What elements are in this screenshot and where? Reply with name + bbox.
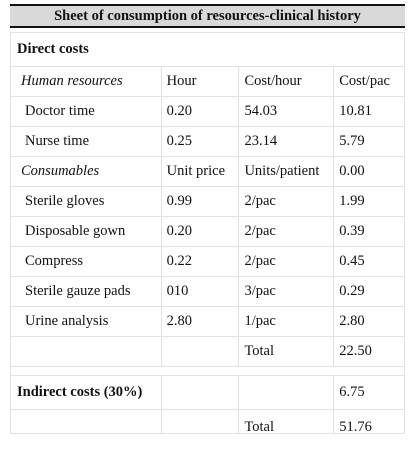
consumables-header-row: Consumables Unit price Units/patient 0.0…	[10, 156, 405, 187]
row-name: Urine analysis	[10, 306, 162, 337]
row-unit-price: 0.20	[160, 216, 240, 247]
column-header-cost-pac: Cost/pac	[333, 66, 405, 97]
grand-total-label: Total	[244, 419, 275, 435]
table-row: Sterile gauze pads 010 3/pac 0.29	[10, 276, 405, 307]
table-title: Sheet of consumption of resources-clinic…	[10, 4, 405, 28]
row-unit-price: 010	[160, 276, 240, 307]
table-row: Sterile gloves 0.99 2/pac 1.99	[10, 186, 405, 217]
row-name: Disposable gown	[10, 216, 162, 247]
resources-table: Direct costs Human resources Hour Cost/h…	[10, 32, 405, 435]
row-hour: 0.20	[160, 96, 240, 127]
table-row: Disposable gown 0.20 2/pac 0.39	[10, 216, 405, 247]
empty-cell	[160, 375, 240, 410]
table-row: Doctor time 0.20 54.03 10.81	[10, 96, 405, 127]
consumables-header-value: 0.00	[333, 156, 405, 187]
table-title-text: Sheet of consumption of resources-clinic…	[54, 7, 361, 24]
direct-costs-label: Direct costs	[10, 32, 405, 67]
grand-total-value-cell: 51.76	[333, 409, 405, 435]
grand-total-value: 51.76	[339, 419, 372, 435]
direct-costs-row: Direct costs	[10, 32, 405, 67]
grand-total-label-cell: Total	[238, 409, 335, 435]
column-header-hour: Hour	[160, 66, 240, 97]
direct-total-value: 22.50	[333, 336, 405, 367]
row-cost: 0.45	[333, 246, 405, 277]
column-header-cost-hour: Cost/hour	[238, 66, 335, 97]
row-name: Sterile gauze pads	[10, 276, 162, 307]
empty-cell	[10, 409, 162, 434]
grand-total-row: Total 51.76	[10, 409, 405, 435]
empty-cell	[160, 336, 240, 367]
row-cost-hour: 54.03	[238, 96, 335, 127]
row-name: Nurse time	[10, 126, 162, 157]
row-units: 2/pac	[238, 246, 335, 277]
row-cost: 1.99	[333, 186, 405, 217]
row-hour: 0.25	[160, 126, 240, 157]
row-units: 2/pac	[238, 186, 335, 217]
row-unit-price: 0.99	[160, 186, 240, 217]
row-name: Compress	[10, 246, 162, 277]
human-resources-label: Human resources	[10, 66, 162, 97]
table-row: Compress 0.22 2/pac 0.45	[10, 246, 405, 277]
row-units: 2/pac	[238, 216, 335, 247]
empty-cell	[10, 366, 405, 376]
row-cost: 0.29	[333, 276, 405, 307]
row-cost-pac: 10.81	[333, 96, 405, 127]
direct-total-label: Total	[238, 336, 335, 367]
empty-cell	[238, 375, 335, 410]
spacer-row	[10, 366, 405, 376]
row-name: Sterile gloves	[10, 186, 162, 217]
row-units: 3/pac	[238, 276, 335, 307]
row-units: 1/pac	[238, 306, 335, 337]
table-row: Urine analysis 2.80 1/pac 2.80	[10, 306, 405, 337]
empty-cell	[160, 409, 240, 434]
human-resources-header-row: Human resources Hour Cost/hour Cost/pac	[10, 66, 405, 97]
row-name: Doctor time	[10, 96, 162, 127]
row-cost: 2.80	[333, 306, 405, 337]
column-header-unit-price: Unit price	[160, 156, 240, 187]
row-cost-hour: 23.14	[238, 126, 335, 157]
indirect-costs-value: 6.75	[333, 375, 405, 410]
row-unit-price: 2.80	[160, 306, 240, 337]
direct-total-row: Total 22.50	[10, 336, 405, 367]
column-header-units-patient: Units/patient	[238, 156, 335, 187]
table-row: Nurse time 0.25 23.14 5.79	[10, 126, 405, 157]
row-cost: 0.39	[333, 216, 405, 247]
indirect-costs-label: Indirect costs (30%)	[10, 375, 162, 410]
empty-cell	[10, 336, 162, 367]
indirect-costs-row: Indirect costs (30%) 6.75	[10, 375, 405, 410]
consumables-label: Consumables	[10, 156, 162, 187]
row-cost-pac: 5.79	[333, 126, 405, 157]
row-unit-price: 0.22	[160, 246, 240, 277]
